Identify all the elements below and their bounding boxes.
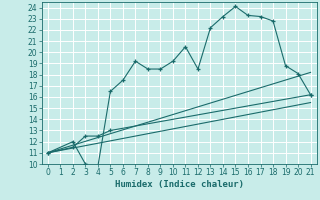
X-axis label: Humidex (Indice chaleur): Humidex (Indice chaleur): [115, 180, 244, 189]
